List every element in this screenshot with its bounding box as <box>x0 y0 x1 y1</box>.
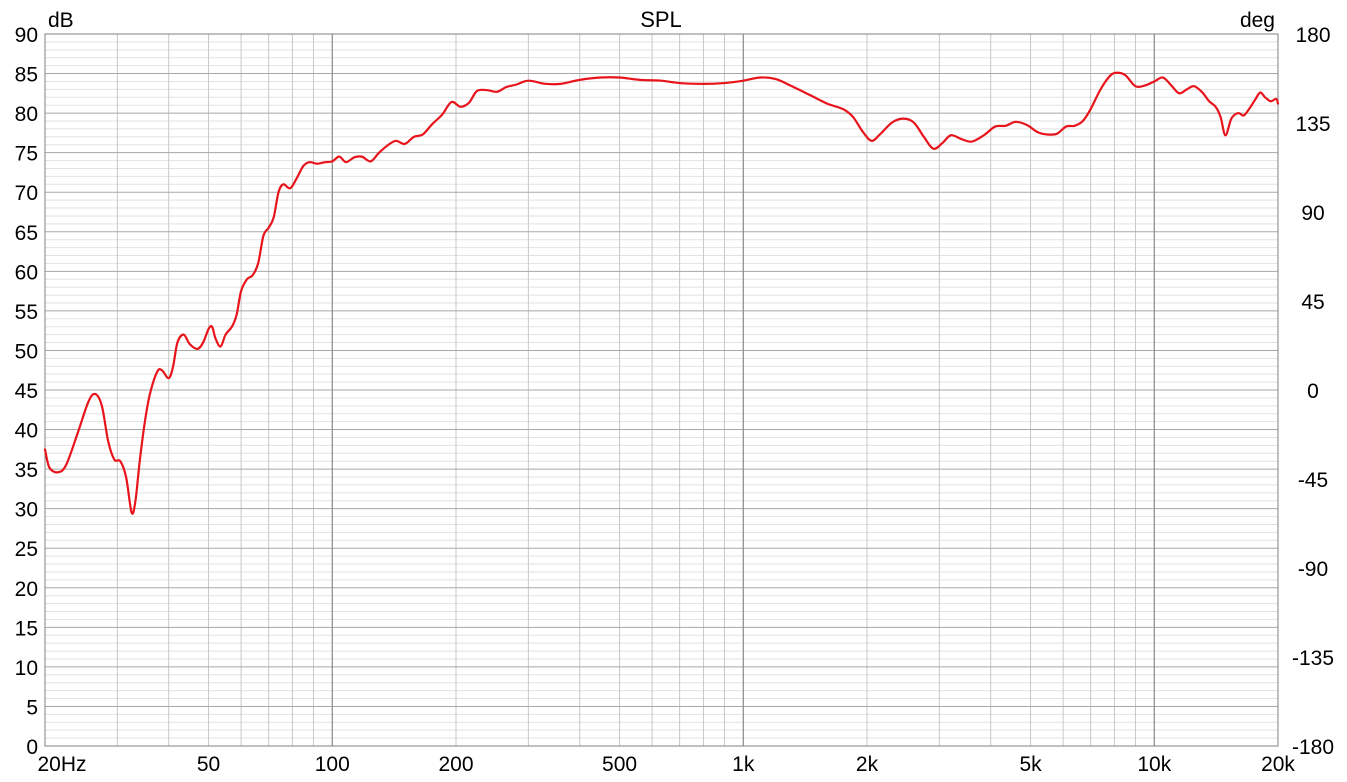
x-tick-label: 10k <box>1137 753 1171 776</box>
x-tick-label: 5k <box>1019 753 1042 776</box>
y-tick-label: 0 <box>26 736 38 759</box>
y-tick-label: 40 <box>15 420 38 443</box>
plot-frame <box>44 33 1279 747</box>
y-tick-label: 25 <box>15 538 38 561</box>
y2-tick-label: -45 <box>1298 469 1328 492</box>
y-axis-unit-right: deg <box>1240 9 1275 32</box>
chart-title: SPL <box>640 7 682 32</box>
y-tick-label: 55 <box>15 301 38 324</box>
y-tick-label: 20 <box>15 578 38 601</box>
y2-tick-label: 45 <box>1301 291 1324 314</box>
y-tick-label: 75 <box>15 143 38 166</box>
y-tick-label: 85 <box>15 64 38 87</box>
y-tick-label: 70 <box>15 182 38 205</box>
y-axis-unit-left: dB <box>48 9 74 32</box>
y-tick-label: 80 <box>15 103 38 126</box>
x-tick-label: 200 <box>438 753 473 776</box>
x-tick-labels: 20Hz 50 100 200 500 1k 2k 5k 10k 20k <box>37 753 1295 776</box>
y2-tick-label: 90 <box>1301 202 1324 225</box>
y-tick-label: 45 <box>15 380 38 403</box>
x-tick-label: 20k <box>1261 753 1295 776</box>
y-tick-label: 60 <box>15 261 38 284</box>
series-layer <box>43 71 1280 515</box>
x-tick-label: 20Hz <box>37 753 86 776</box>
y-tick-label: 90 <box>15 24 38 47</box>
y-tick-label: 35 <box>15 459 38 482</box>
y-tick-label: 50 <box>15 340 38 363</box>
spl-series-line <box>43 71 1280 515</box>
x-tick-label: 2k <box>856 753 879 776</box>
y-tick-label: 30 <box>15 499 38 522</box>
y2-tick-label: 0 <box>1307 380 1319 403</box>
y2-tick-label: -90 <box>1298 558 1328 581</box>
y2-tick-label: 180 <box>1295 24 1330 47</box>
x-tick-label: 1k <box>732 753 755 776</box>
y-tick-label: 5 <box>26 696 38 719</box>
x-tick-label: 50 <box>197 753 220 776</box>
y-tick-label: 10 <box>15 657 38 680</box>
x-tick-label: 100 <box>315 753 350 776</box>
y-tick-label: 65 <box>15 222 38 245</box>
major-grid <box>45 33 1278 747</box>
y2-tick-label: -135 <box>1292 647 1334 670</box>
y2-tick-labels: 180 135 90 45 0 -45 -90 -135 -180 <box>1292 24 1334 759</box>
x-tick-label: 500 <box>602 753 637 776</box>
y-tick-label: 15 <box>15 617 38 640</box>
y2-tick-label: 135 <box>1295 113 1330 136</box>
y2-tick-label: -180 <box>1292 736 1334 759</box>
